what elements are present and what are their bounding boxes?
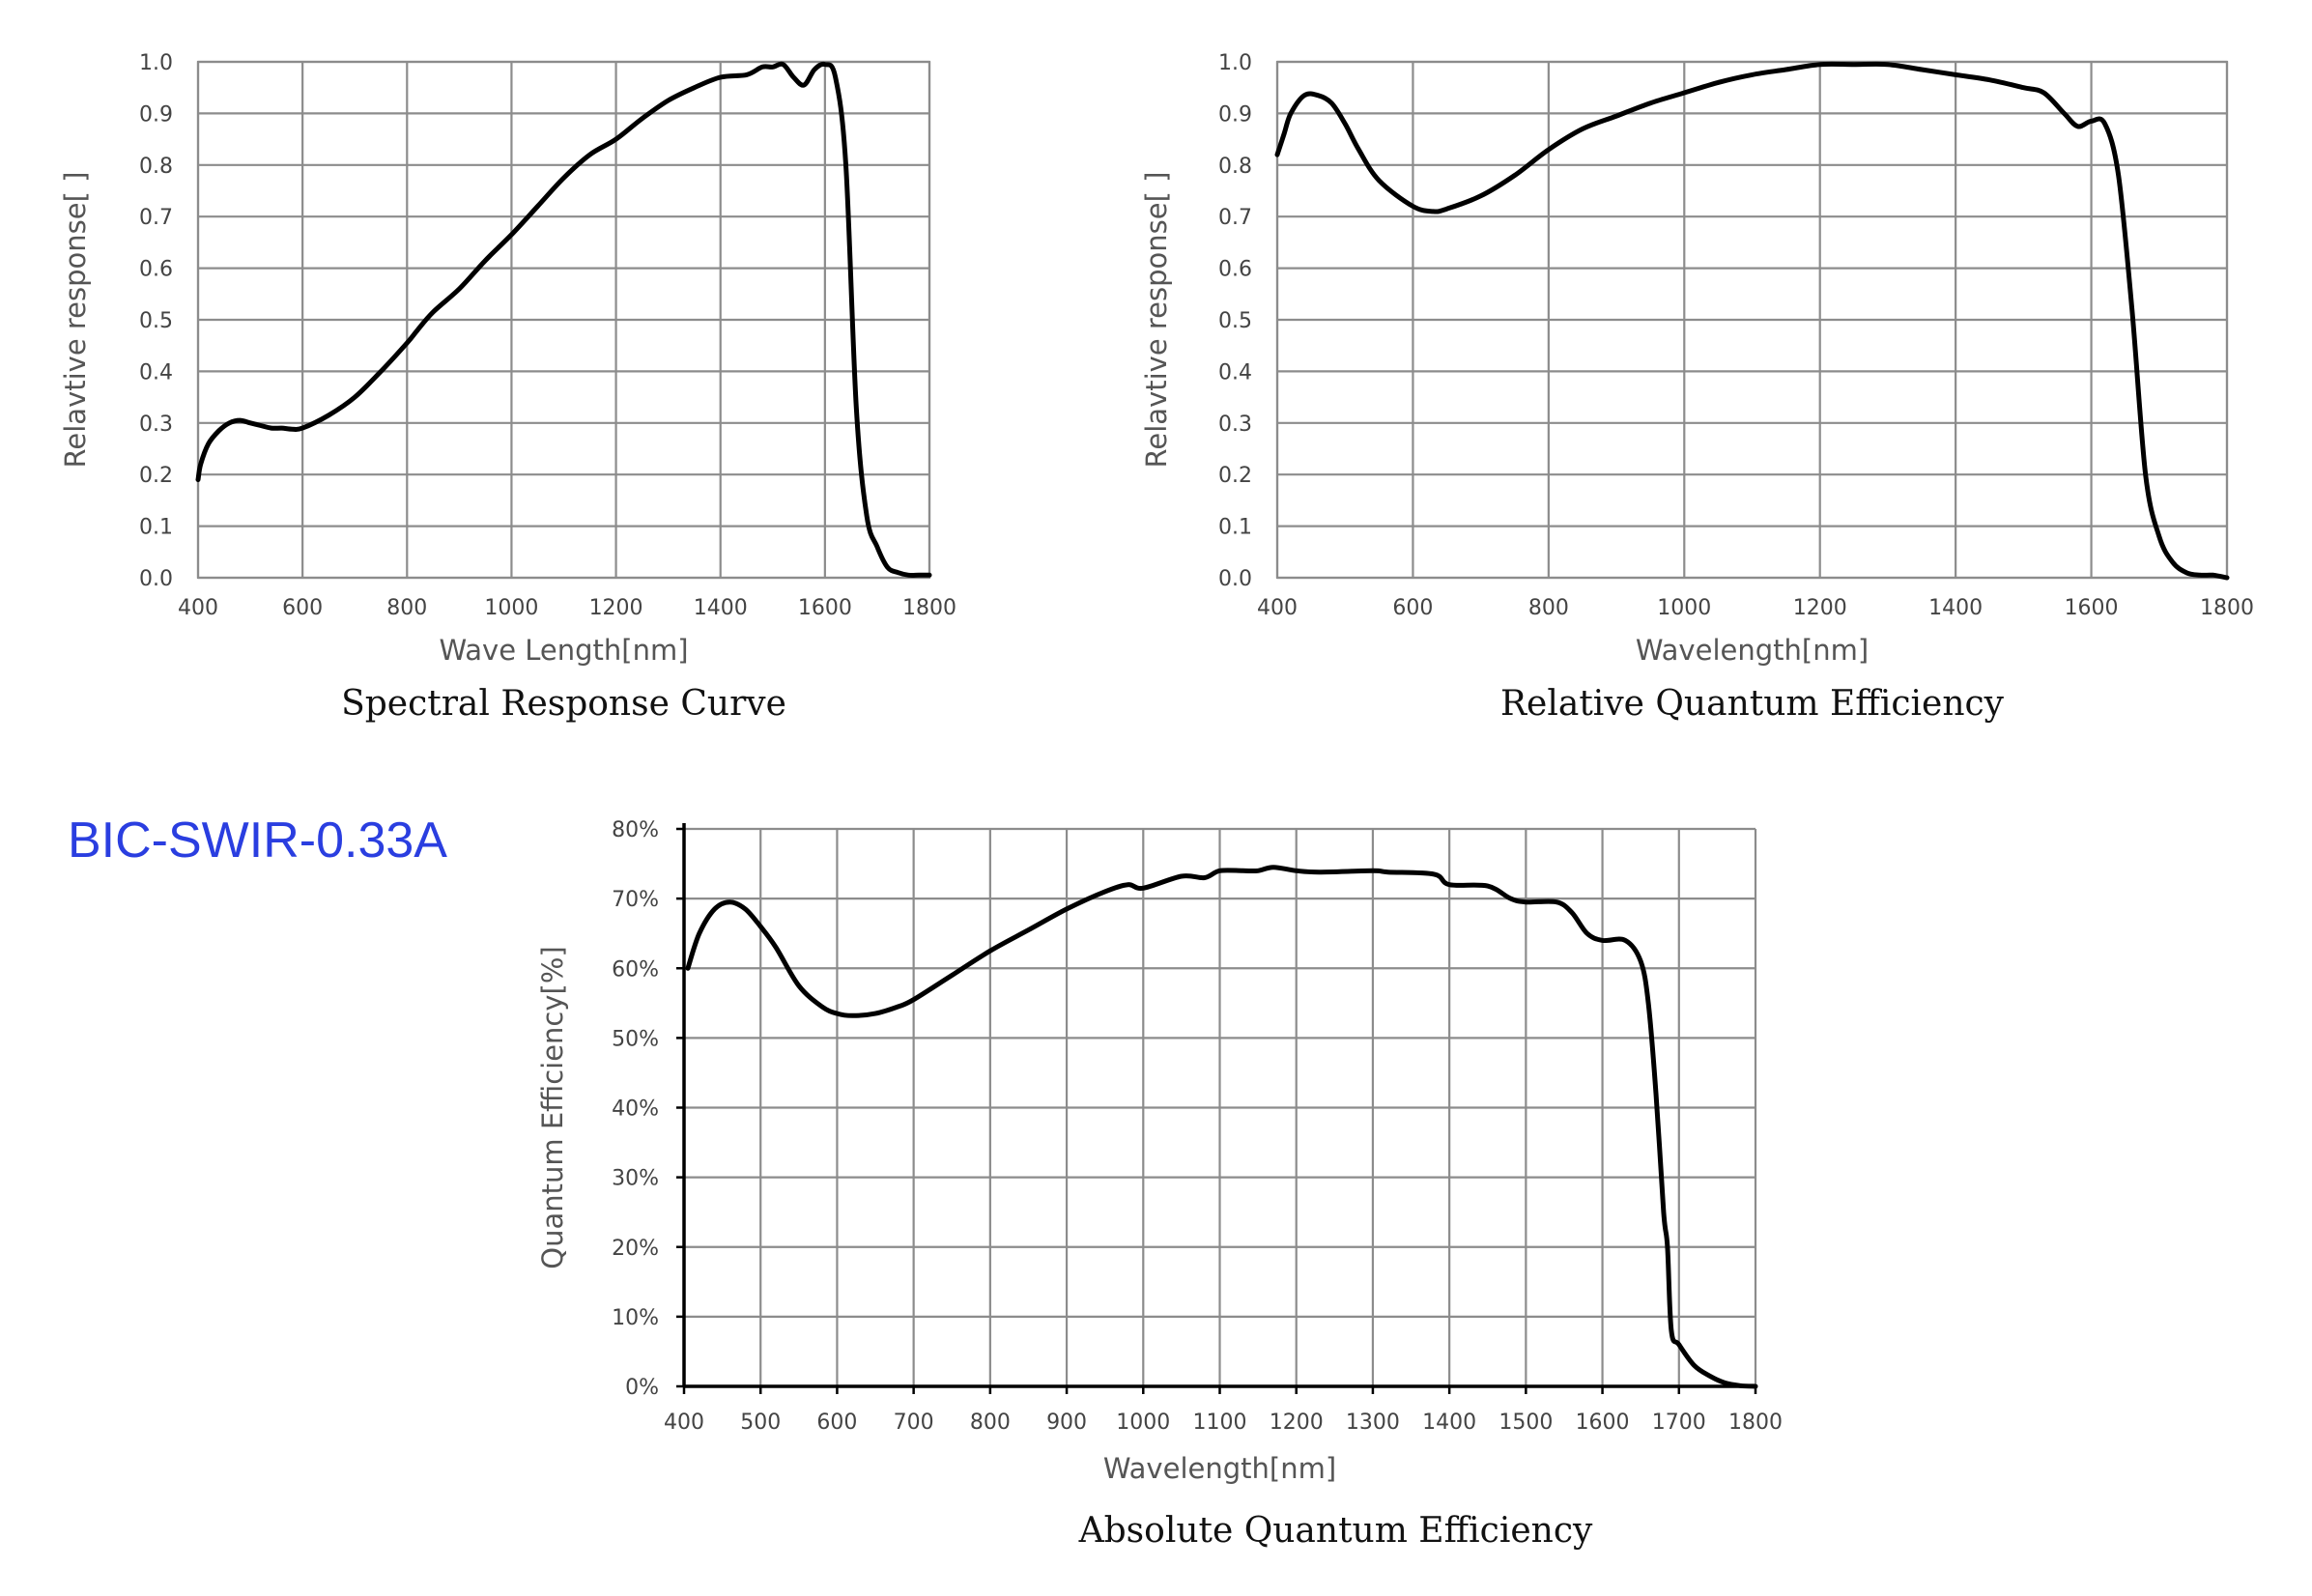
y-tick-label: 70%	[612, 888, 659, 912]
x-tick-label: 1000	[1657, 596, 1711, 620]
y-tick-label: 0.3	[1218, 413, 1252, 437]
x-tick-label: 1500	[1499, 1411, 1553, 1435]
y-tick-label: 80%	[612, 818, 659, 842]
y-tick-label: 0%	[625, 1376, 659, 1400]
x-tick-label: 1400	[1422, 1411, 1476, 1435]
x-tick-label: 1000	[1116, 1411, 1170, 1435]
x-tick-label: 600	[816, 1411, 857, 1435]
y-tick-label: 0.4	[139, 360, 173, 385]
chart-absolute-qe: 400 500 600 700 800 900 1000 1100 1200 1300 1400 15…	[536, 818, 1783, 1551]
y-tick-label: 0.8	[139, 155, 173, 179]
x-tick-label: 1600	[2065, 596, 2119, 620]
y-tick-label: 0.6	[139, 258, 173, 282]
y-tick-label: 0.5	[139, 309, 173, 333]
y-tick-label: 30%	[612, 1167, 659, 1191]
plot-frame	[1275, 60, 2229, 580]
y-tick-label: 10%	[612, 1306, 659, 1330]
x-tick-label: 1600	[798, 596, 852, 620]
x-tick-label: 700	[894, 1411, 934, 1435]
chart-spectral-response: 400 600 800 1000 1200 1400 1600 1800 0.0 0.1 0.2 0.…	[59, 51, 956, 724]
y-tick-label: 20%	[612, 1237, 659, 1261]
y-tick-label: 0.2	[139, 464, 173, 488]
x-tick-label: 1400	[694, 596, 748, 620]
y-tick-label: 0.4	[1218, 360, 1252, 385]
x-tick-label: 1400	[1928, 596, 1983, 620]
x-tick-label: 1800	[2200, 596, 2254, 620]
y-tick-label: 0.7	[1218, 206, 1252, 230]
chart-title: Spectral Response Curve	[341, 684, 786, 724]
x-tick-label: 1200	[1270, 1411, 1324, 1435]
x-tick-label: 1200	[589, 596, 643, 620]
y-tick-label: 60%	[612, 957, 659, 982]
y-tick-label: 0.5	[1218, 309, 1252, 333]
x-tick-label: 800	[970, 1411, 1011, 1435]
x-tick-label: 500	[740, 1411, 781, 1435]
x-tick-label: 1300	[1346, 1411, 1400, 1435]
x-tick-label: 1100	[1193, 1411, 1247, 1435]
x-tick-label: 1000	[484, 596, 538, 620]
x-tick-label: 600	[282, 596, 323, 620]
y-axis-label: Relavtive response[ ]	[59, 172, 92, 469]
y-tick-label: 0.1	[139, 516, 173, 540]
plot-frame	[196, 60, 931, 580]
series-line	[1274, 61, 2230, 581]
x-axis-label: Wavelength[nm]	[1636, 634, 1869, 667]
series-line	[195, 61, 932, 579]
y-axis-label: Quantum Efficiency[%]	[536, 946, 569, 1268]
y-tick-label: 50%	[612, 1027, 659, 1051]
x-tick-label: 800	[1528, 596, 1569, 620]
y-tick-label: 1.0	[139, 51, 173, 75]
x-tick-label: 1700	[1652, 1411, 1706, 1435]
x-axis-label: Wavelength[nm]	[1103, 1452, 1336, 1485]
y-tick-label: 0.8	[1218, 155, 1252, 179]
x-axis-label: Wave Length[nm]	[439, 634, 688, 667]
y-tick-label: 1.0	[1218, 51, 1252, 75]
x-tick-label: 1800	[902, 596, 956, 620]
y-tick-label: 0.7	[139, 206, 173, 230]
y-tick-label: 0.0	[1218, 567, 1252, 591]
y-tick-label: 0.2	[1218, 464, 1252, 488]
y-axis-label: Relavtive response[ ]	[1140, 172, 1173, 469]
x-tick-label: 600	[1392, 596, 1433, 620]
x-tick-label: 1600	[1576, 1411, 1630, 1435]
x-tick-label: 800	[386, 596, 427, 620]
y-tick-label: 0.1	[1218, 516, 1252, 540]
y-tick-label: 0.9	[139, 102, 173, 127]
chart-title: Absolute Quantum Efficiency	[1078, 1511, 1593, 1551]
y-tick-label: 40%	[612, 1097, 659, 1122]
y-tick-label: 0.9	[1218, 102, 1252, 127]
x-tick-label: 400	[664, 1411, 704, 1435]
y-tick-label: 0.6	[1218, 258, 1252, 282]
y-tick-label: 0.3	[139, 413, 173, 437]
y-tick-label: 0.0	[139, 567, 173, 591]
series-line	[685, 865, 1758, 1389]
x-tick-label: 400	[178, 596, 218, 620]
chart-relative-qe: 400 600 800 1000 1200 1400 1600 1800 0.0 0.1 0.2 0.…	[1140, 51, 2254, 724]
x-tick-label: 900	[1046, 1411, 1087, 1435]
product-label: BIC-SWIR-0.33A	[68, 812, 447, 869]
chart-title: Relative Quantum Efficiency	[1500, 684, 2005, 724]
x-tick-label: 1200	[1793, 596, 1847, 620]
x-tick-label: 1800	[1728, 1411, 1783, 1435]
x-tick-label: 400	[1257, 596, 1298, 620]
